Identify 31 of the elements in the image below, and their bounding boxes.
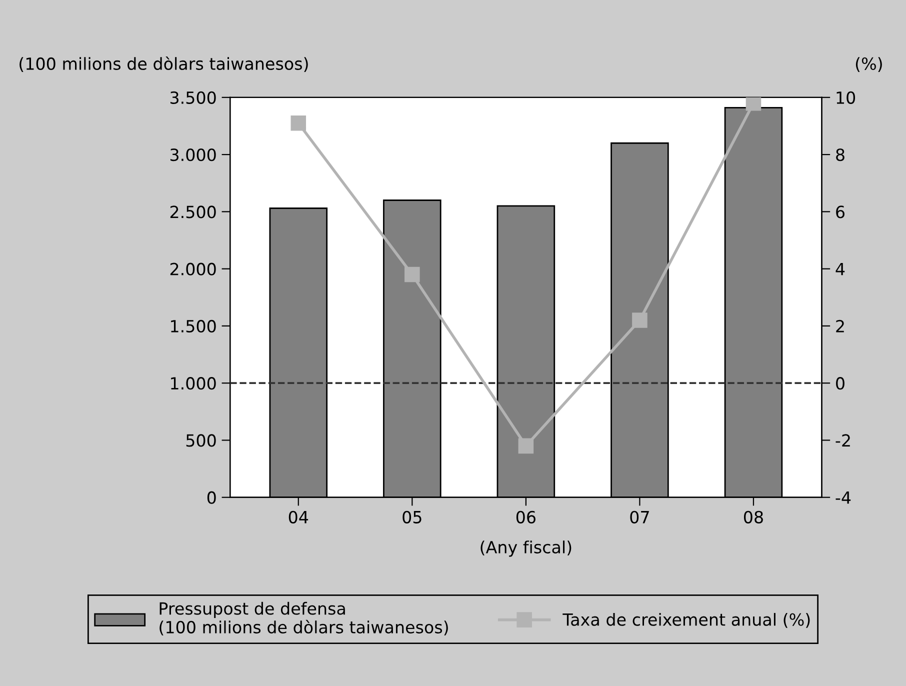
y-tick-label: 2.000 [170,262,216,276]
y-axis-title: (100 milions de dòlars taiwanesos) [20,56,308,72]
y2-tick-label: 0 [836,377,844,390]
y-tick-label: 3.000 [170,148,216,162]
y2-axis-title: (%) [856,57,882,72]
y2-tick-label: -4 [836,492,851,504]
point [404,266,420,282]
y2-tick-label: -2 [836,434,850,447]
point [518,438,534,454]
x-axis-title: (Any fiscal) [480,540,572,557]
y-tick-label: 500 [186,434,216,447]
x-tick-label: 04 [288,510,308,524]
y-tick-label: 3.500 [170,91,216,104]
legend-label: Taxa de creixement anual (%) [562,612,810,628]
x-tick-label: 06 [516,510,536,524]
legend-label: Pressupost de defensa (100 milions de dòlars taiwanesos) [160,602,448,636]
x-tick-label: 05 [402,510,422,524]
point [746,97,762,111]
y2-tick-label: 2 [836,320,844,332]
y2-tick-label: 4 [836,262,845,276]
y-tick-label: 1.000 [171,377,216,390]
point [290,115,306,131]
y2-tick-label: 10 [836,91,856,104]
x-tick-label: 08 [744,510,763,524]
y2-tick-label: 6 [836,206,844,218]
y2-tick-label: 8 [836,148,844,162]
y-tick-label: 2.500 [170,206,216,218]
y-tick-label: 1.500 [171,320,216,333]
point [632,312,648,328]
y-tick-label: 0 [207,491,216,504]
x-tick-label: 07 [630,510,649,524]
